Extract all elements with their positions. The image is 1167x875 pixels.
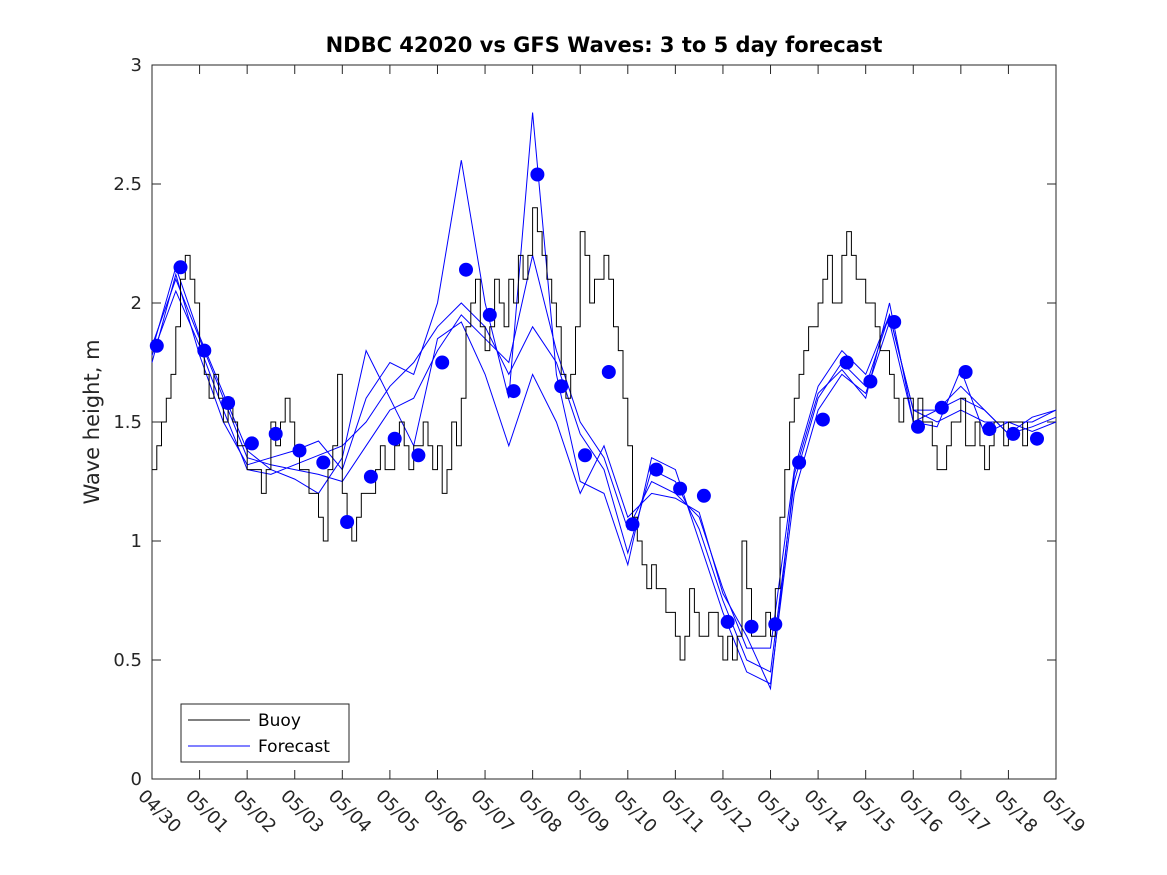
legend: Buoy Forecast (180, 703, 350, 763)
forecast-point (649, 462, 664, 477)
forecast-point (982, 422, 997, 437)
forecast-point (958, 365, 973, 379)
forecast-point (578, 448, 592, 463)
forecast-point (720, 614, 735, 629)
forecast-point (696, 488, 711, 503)
chart-title: NDBC 42020 vs GFS Waves: 3 to 5 day fore… (326, 33, 883, 57)
forecast-point (363, 469, 378, 484)
forecast-point (601, 365, 616, 379)
legend-box (180, 703, 350, 763)
y-tick-label: 0.5 (113, 650, 142, 671)
forecast-point (459, 262, 473, 277)
forecast-point (887, 315, 902, 329)
forecast-point (173, 260, 188, 275)
forecast-point (554, 379, 569, 394)
forecast-point (244, 436, 259, 451)
buoy-series-line (152, 207, 1028, 661)
forecast-point (268, 426, 283, 441)
y-tick-label: 1 (131, 531, 142, 552)
series-layer (149, 112, 1057, 691)
forecast-point (387, 431, 402, 446)
y-tick-label: 2.5 (113, 174, 142, 195)
y-axis: 0 0.5 1 1.5 2 2.5 3 (113, 55, 1056, 790)
forecast-point (768, 617, 783, 632)
forecast-point (863, 374, 878, 389)
forecast-point (149, 338, 164, 353)
forecast-point (792, 455, 807, 470)
forecast-point (340, 515, 355, 529)
y-tick-label: 3 (131, 55, 142, 76)
plot-area (151, 64, 1057, 780)
forecast-point (292, 443, 307, 458)
forecast-point (911, 419, 925, 434)
forecast-point (221, 396, 236, 410)
y-tick-label: 1.5 (113, 412, 142, 433)
forecast-point (435, 355, 450, 370)
legend-forecast-label: Forecast (258, 737, 330, 757)
forecast-point (815, 412, 830, 427)
forecast-point (316, 455, 331, 470)
forecast-point (1030, 431, 1044, 446)
forecast-run-line-2 (151, 289, 1057, 673)
forecast-point (197, 343, 212, 358)
forecast-run-line-4 (151, 265, 1057, 691)
legend-buoy-label: Buoy (258, 711, 301, 731)
forecast-point (482, 307, 497, 322)
forecast-point (411, 448, 426, 463)
forecast-point (506, 384, 521, 399)
forecast-point (1006, 426, 1021, 441)
forecast-point (744, 619, 759, 634)
forecast-point (839, 355, 854, 370)
y-tick-label: 0 (131, 769, 142, 790)
y-tick-label: 2 (131, 293, 142, 314)
forecast-point (673, 481, 688, 496)
forecast-point (530, 167, 545, 182)
forecast-point (625, 517, 640, 532)
forecast-point (934, 400, 949, 415)
y-axis-label: Wave height, m (80, 339, 104, 504)
